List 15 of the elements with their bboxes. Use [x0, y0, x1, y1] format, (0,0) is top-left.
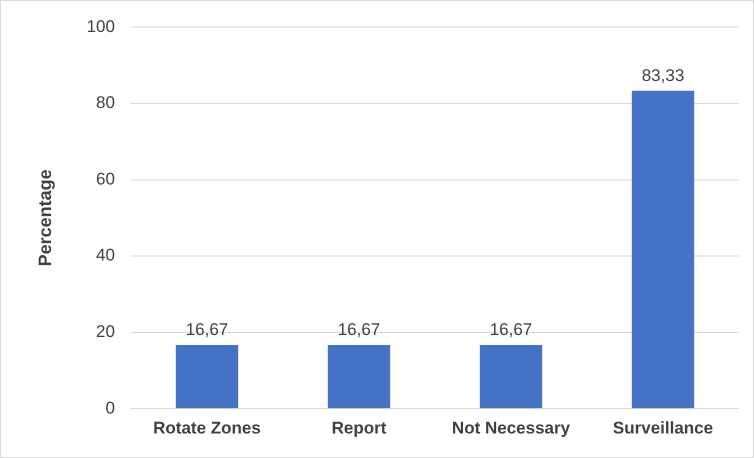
x-tick-label: Surveillance — [612, 418, 714, 438]
y-tick-label: 80 — [96, 93, 115, 112]
x-tick-label: Not Necessary — [452, 418, 571, 438]
x-tick-label: Rotate Zones — [153, 418, 261, 438]
data-label: 16,67 — [338, 320, 380, 340]
y-axis-title: Percentage — [34, 169, 55, 266]
y-tick-label: 100 — [86, 16, 115, 36]
y-tick-label: 20 — [96, 322, 115, 342]
data-label: 16,67 — [186, 320, 228, 340]
data-label: 16,67 — [490, 320, 532, 340]
data-label: 83,33 — [642, 66, 684, 85]
y-tick-label: 60 — [96, 169, 115, 188]
x-tick-label: Report — [332, 418, 387, 438]
y-tick-label: 40 — [96, 246, 115, 265]
y-tick-label: 0 — [105, 398, 115, 418]
